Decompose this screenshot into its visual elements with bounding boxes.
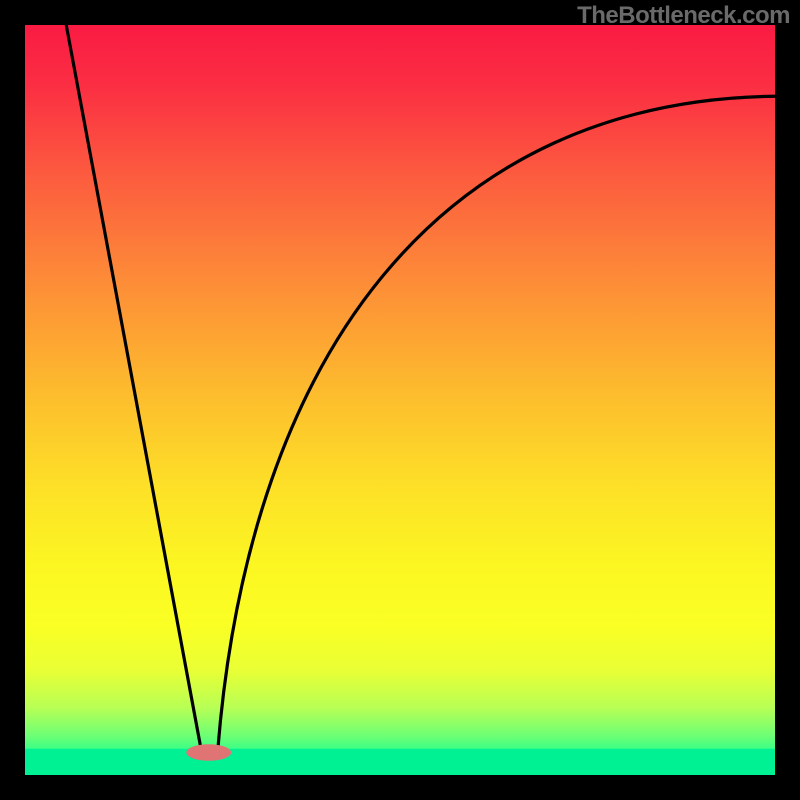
figure-container: TheBottleneck.com: [0, 0, 800, 800]
chart-bottom-band: [25, 749, 775, 775]
minimum-marker: [186, 744, 231, 761]
bottleneck-chart: [0, 0, 800, 800]
watermark-text: TheBottleneck.com: [577, 2, 790, 30]
